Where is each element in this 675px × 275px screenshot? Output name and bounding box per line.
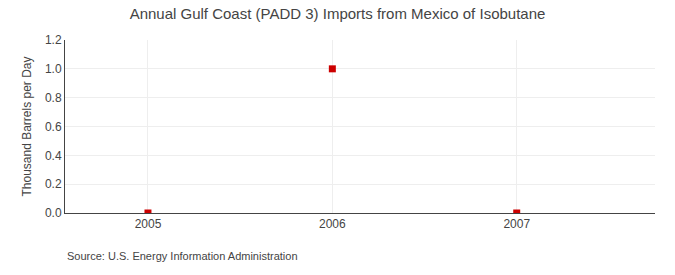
svg-text:0.4: 0.4 <box>45 149 62 163</box>
svg-text:1.2: 1.2 <box>45 33 62 47</box>
svg-text:0.2: 0.2 <box>45 177 62 191</box>
svg-text:0.8: 0.8 <box>45 91 62 105</box>
svg-text:2006: 2006 <box>319 217 346 231</box>
svg-text:2007: 2007 <box>503 217 530 231</box>
svg-text:0.6: 0.6 <box>45 120 62 134</box>
svg-text:Thousand Barrels per Day: Thousand Barrels per Day <box>20 56 34 196</box>
svg-text:Source: U.S. Energy Informatio: Source: U.S. Energy Information Administ… <box>67 250 298 262</box>
svg-text:Annual Gulf Coast (PADD 3) Imp: Annual Gulf Coast (PADD 3) Imports from … <box>130 5 546 22</box>
svg-text:0.0: 0.0 <box>45 206 62 220</box>
svg-text:1.0: 1.0 <box>45 62 62 76</box>
svg-text:2005: 2005 <box>135 217 162 231</box>
